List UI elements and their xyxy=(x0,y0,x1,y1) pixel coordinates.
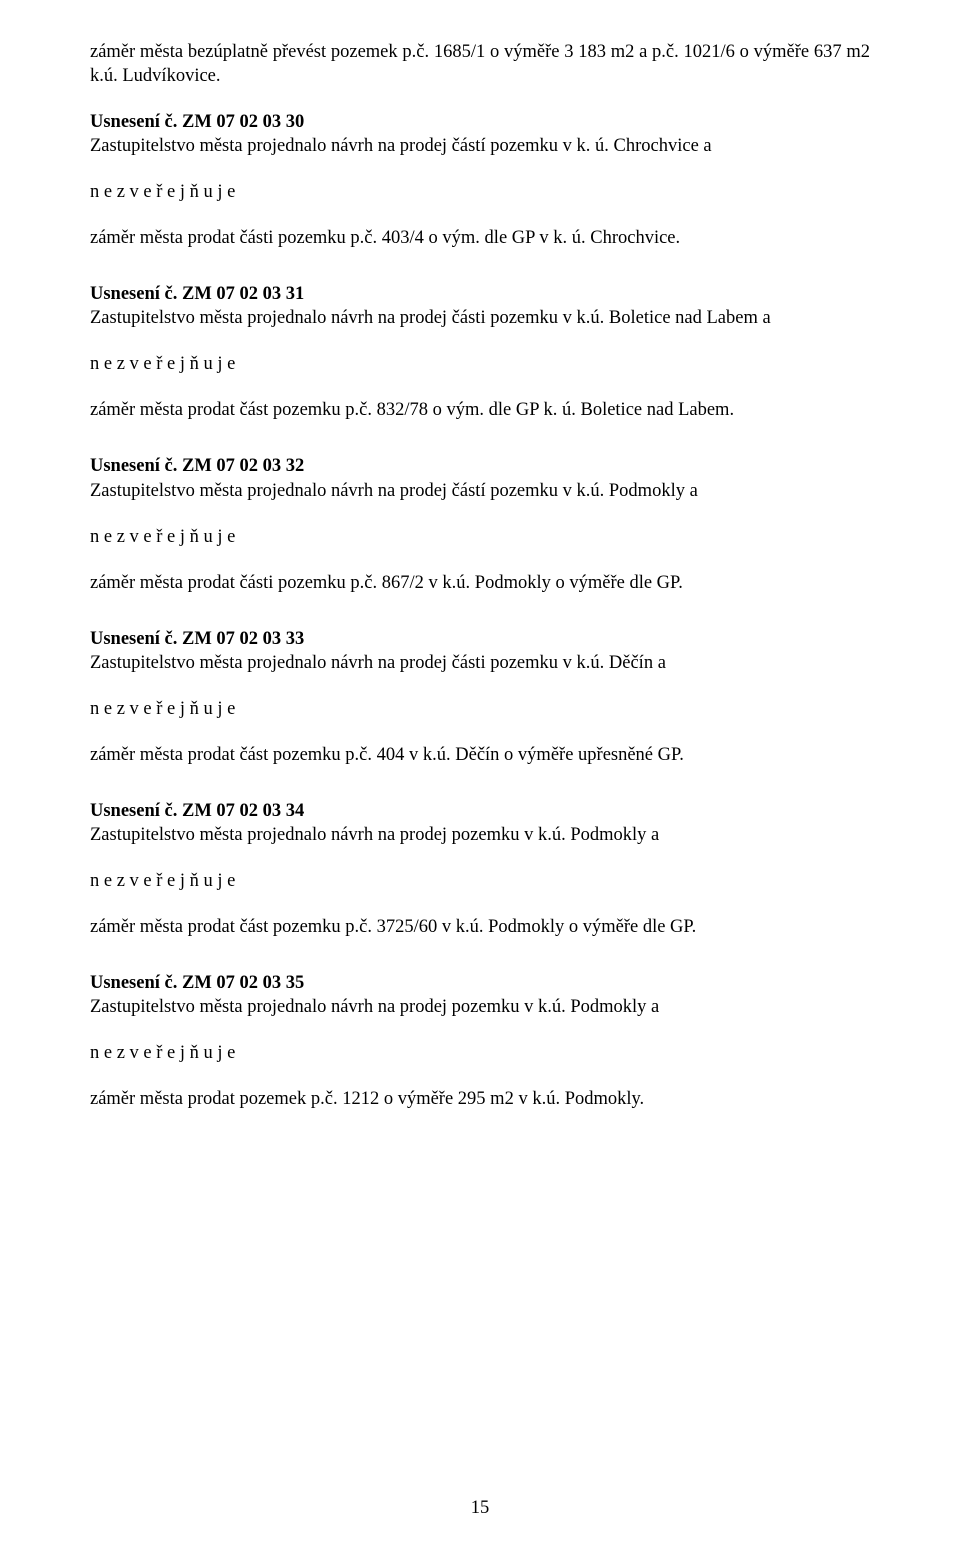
resolution-action: n e z v e ř e j ň u j e xyxy=(90,352,870,376)
resolution-line1: Zastupitelstvo města projednalo návrh na… xyxy=(90,479,870,503)
resolution-35: Usnesení č. ZM 07 02 03 35 Zastupitelstv… xyxy=(90,971,870,1111)
resolution-heading: Usnesení č. ZM 07 02 03 34 xyxy=(90,799,870,823)
resolution-34: Usnesení č. ZM 07 02 03 34 Zastupitelstv… xyxy=(90,799,870,939)
resolution-30: Usnesení č. ZM 07 02 03 30 Zastupitelstv… xyxy=(90,110,870,250)
resolution-heading: Usnesení č. ZM 07 02 03 32 xyxy=(90,454,870,478)
resolution-33: Usnesení č. ZM 07 02 03 33 Zastupitelstv… xyxy=(90,627,870,767)
resolution-action: n e z v e ř e j ň u j e xyxy=(90,697,870,721)
resolution-result: záměr města prodat část pozemku p.č. 832… xyxy=(90,398,870,422)
resolution-action: n e z v e ř e j ň u j e xyxy=(90,1041,870,1065)
resolution-heading: Usnesení č. ZM 07 02 03 33 xyxy=(90,627,870,651)
resolution-action: n e z v e ř e j ň u j e xyxy=(90,869,870,893)
resolution-heading: Usnesení č. ZM 07 02 03 31 xyxy=(90,282,870,306)
resolution-line1: Zastupitelstvo města projednalo návrh na… xyxy=(90,651,870,675)
resolution-result: záměr města prodat pozemek p.č. 1212 o v… xyxy=(90,1087,870,1111)
document-page: záměr města bezúplatně převést pozemek p… xyxy=(0,0,960,1550)
resolution-32: Usnesení č. ZM 07 02 03 32 Zastupitelstv… xyxy=(90,454,870,594)
resolution-result: záměr města prodat části pozemku p.č. 86… xyxy=(90,571,870,595)
resolution-action: n e z v e ř e j ň u j e xyxy=(90,525,870,549)
resolution-line1: Zastupitelstvo města projednalo návrh na… xyxy=(90,134,870,158)
resolution-line1: Zastupitelstvo města projednalo návrh na… xyxy=(90,995,870,1019)
resolution-heading: Usnesení č. ZM 07 02 03 35 xyxy=(90,971,870,995)
resolution-heading: Usnesení č. ZM 07 02 03 30 xyxy=(90,110,870,134)
resolution-result: záměr města prodat části pozemku p.č. 40… xyxy=(90,226,870,250)
intro-paragraph: záměr města bezúplatně převést pozemek p… xyxy=(90,40,870,88)
resolution-result: záměr města prodat část pozemku p.č. 372… xyxy=(90,915,870,939)
resolution-result: záměr města prodat část pozemku p.č. 404… xyxy=(90,743,870,767)
page-number: 15 xyxy=(0,1496,960,1520)
resolution-action: n e z v e ř e j ň u j e xyxy=(90,180,870,204)
resolution-31: Usnesení č. ZM 07 02 03 31 Zastupitelstv… xyxy=(90,282,870,422)
resolution-line1: Zastupitelstvo města projednalo návrh na… xyxy=(90,306,870,330)
resolution-line1: Zastupitelstvo města projednalo návrh na… xyxy=(90,823,870,847)
